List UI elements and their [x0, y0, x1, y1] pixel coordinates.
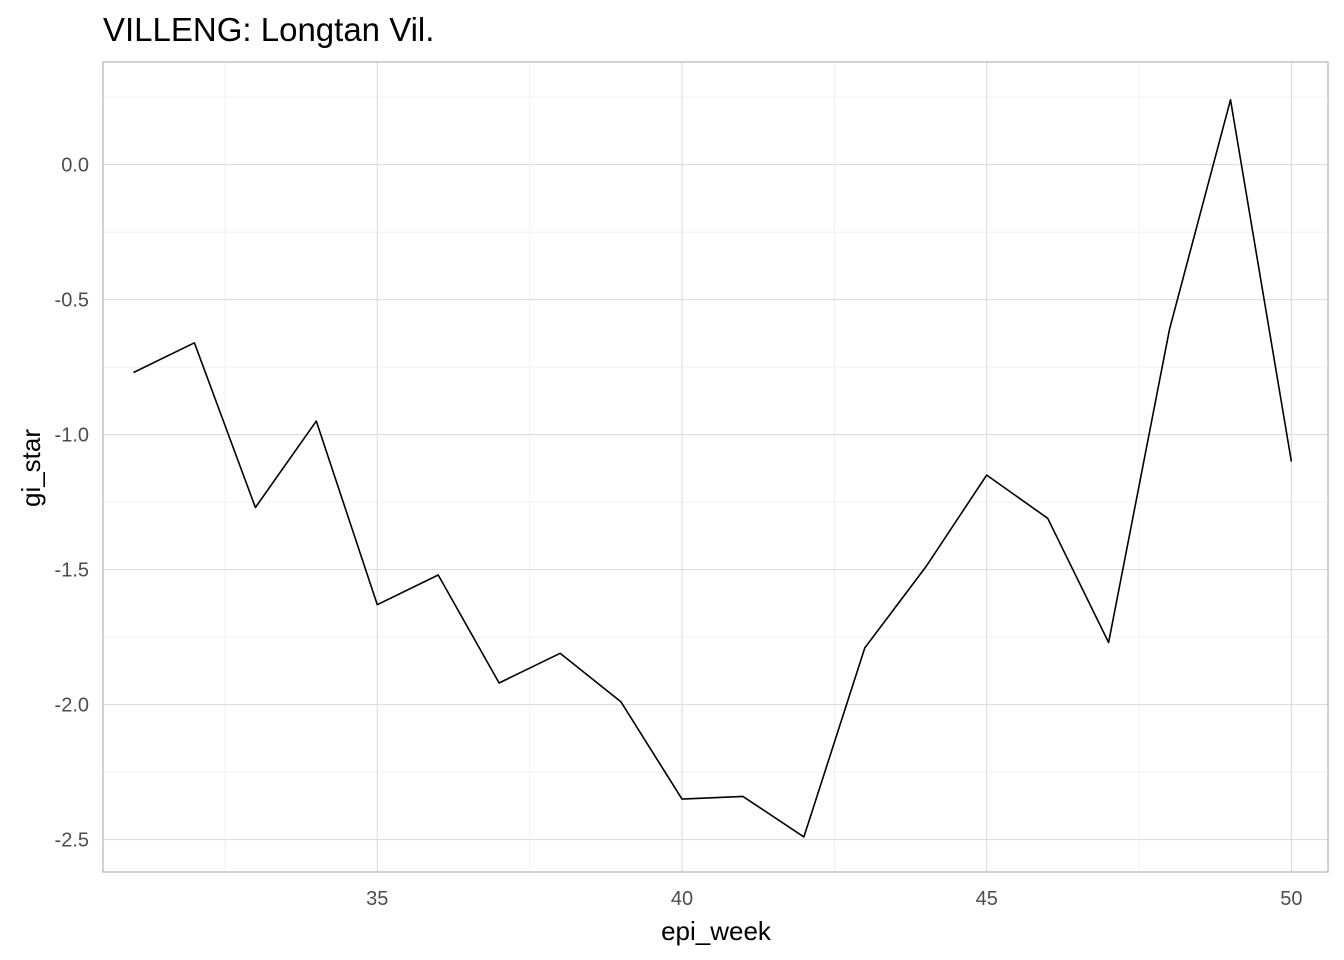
y-tick-label: -1.0 [55, 425, 89, 447]
data-point [864, 647, 866, 649]
data-point [1169, 328, 1171, 330]
data-point [315, 420, 317, 422]
x-axis-ticks: 35 40 45 50 [366, 888, 1302, 910]
y-tick-label: -0.5 [55, 290, 89, 312]
data-point [376, 604, 378, 606]
y-tick-label: -2.0 [55, 695, 89, 717]
data-point [498, 682, 500, 684]
data-point [742, 795, 744, 797]
data-point [559, 652, 561, 654]
y-tick-label: -2.5 [55, 830, 89, 852]
plot-panel-border [102, 61, 1329, 873]
data-point [1108, 642, 1110, 644]
data-point [681, 798, 683, 800]
y-tick-label: -1.5 [55, 560, 89, 582]
data-point [620, 701, 622, 703]
x-tick-label: 50 [1280, 888, 1302, 910]
data-point [132, 372, 134, 374]
gi-star-series-line [133, 99, 1293, 838]
data-point [1229, 99, 1231, 101]
data-point [925, 566, 927, 568]
x-tick-label: 35 [366, 888, 388, 910]
minor-gridlines [103, 62, 1328, 872]
data-point [986, 474, 988, 476]
x-tick-label: 45 [976, 888, 998, 910]
data-points [132, 99, 1292, 838]
data-point [437, 574, 439, 576]
data-point [1290, 461, 1292, 463]
x-tick-label: 40 [671, 888, 693, 910]
chart-title: VILLENG: Longtan Vil. [103, 11, 434, 48]
data-point [193, 342, 195, 344]
data-point [1047, 517, 1049, 519]
data-point [254, 507, 256, 509]
y-tick-label: 0.0 [61, 155, 89, 177]
data-point [803, 836, 805, 838]
x-axis-title: epi_week [661, 916, 772, 946]
y-axis-ticks: 0.0 -0.5 -1.0 -1.5 -2.0 -2.5 [55, 155, 89, 852]
major-gridlines [103, 62, 1328, 872]
y-axis-title: gi_star [16, 429, 46, 507]
